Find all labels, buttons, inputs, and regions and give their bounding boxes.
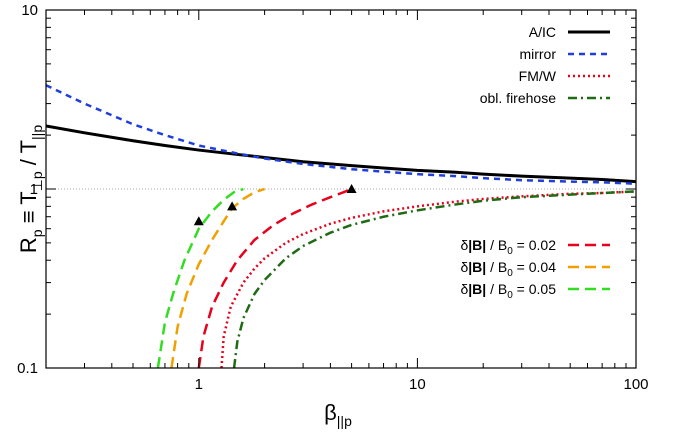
y-tick-label: 1 [30, 181, 38, 198]
legend-label-3: obl. firehose [480, 90, 556, 106]
y-axis-title-main: R [16, 237, 41, 253]
x-axis-title-main: β [324, 400, 337, 425]
triangle-marker-2 [346, 184, 357, 193]
legend-label-0: A/IC [529, 24, 556, 40]
x-tick-label: 100 [623, 376, 648, 393]
series-layer [46, 84, 636, 368]
x-axis-title: β||p [324, 400, 352, 429]
x-tick-label: 10 [409, 376, 426, 393]
y-tick-label: 0.1 [17, 360, 38, 377]
legend-label-2: FM/W [519, 68, 557, 84]
series-line-0 [46, 124, 636, 184]
x-tick-label: 1 [195, 376, 203, 393]
legend-label-5: δ|B| / B0 = 0.04 [460, 259, 556, 279]
series-line-4 [197, 187, 353, 368]
y-axis-title-sub2: ⊥p [29, 171, 45, 191]
legend-label-4: δ|B| / B0 = 0.02 [460, 237, 556, 257]
y-axis-title-mid: ≡ T [16, 191, 41, 229]
y-axis-title-sub1: p [29, 229, 45, 237]
marker-layer [193, 184, 357, 226]
y-axis-title-mid2: / T [16, 140, 41, 171]
legend-label-1: mirror [519, 46, 556, 62]
series-line-3 [232, 190, 636, 368]
triangle-marker-1 [227, 201, 238, 211]
triangle-marker-0 [193, 216, 204, 226]
series-line-1 [46, 84, 636, 185]
series-line-5 [170, 187, 265, 368]
tick-layer: 1 10 100 0.1 1 10 [17, 2, 648, 393]
y-axis-title-sub3: ||p [29, 125, 45, 140]
legend-label-6: δ|B| / B0 = 0.05 [460, 281, 556, 301]
y-tick-label: 10 [21, 2, 38, 19]
series-line-6 [156, 187, 244, 368]
legend-layer: A/IC mirror FM/W obl. firehose δ|B| / B0 = 0… [460, 24, 610, 301]
y-axis-title: Rp ≡ T⊥p / T||p [16, 125, 45, 253]
x-axis-title-sub: ||p [337, 413, 352, 429]
